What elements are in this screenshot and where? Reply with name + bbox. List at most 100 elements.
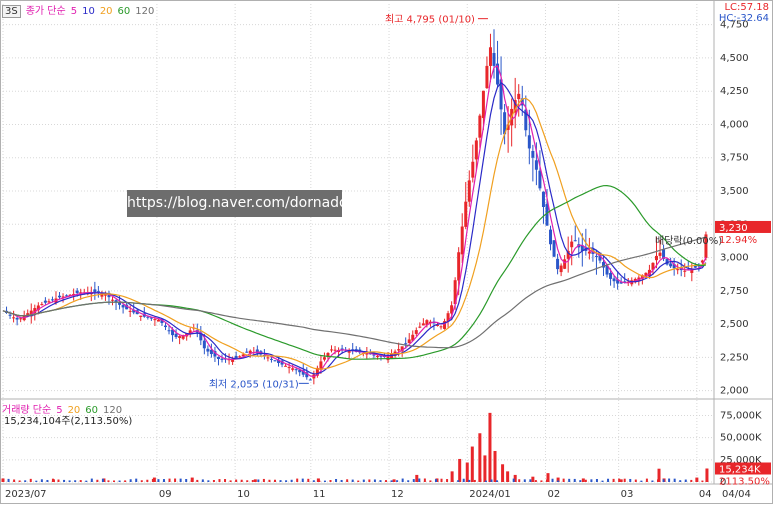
candle-body xyxy=(93,289,97,293)
volume-bar xyxy=(351,479,354,482)
candle-body xyxy=(68,294,72,296)
volume-bar xyxy=(253,479,257,482)
candle-body xyxy=(587,251,591,254)
volume-bar xyxy=(346,479,349,482)
volume-bar xyxy=(246,480,249,482)
candle-body xyxy=(654,255,658,261)
last-volume-tag xyxy=(715,462,771,475)
candle-body xyxy=(411,334,415,341)
volume-bar xyxy=(362,479,365,482)
volume-bar xyxy=(556,477,560,482)
volume-bar xyxy=(251,480,254,482)
vol-legend-ma120: 120 xyxy=(103,405,123,416)
volume-bar xyxy=(102,478,106,482)
volume-bar xyxy=(201,479,204,482)
price-tick-label: 4,500 xyxy=(720,53,749,64)
candle-body xyxy=(61,296,65,298)
volume-bar xyxy=(85,480,88,482)
candle-body xyxy=(598,252,602,261)
ma10-line xyxy=(2,81,707,375)
candle-body xyxy=(347,350,351,353)
volume-bar xyxy=(581,478,585,482)
candle-body xyxy=(305,372,309,378)
candle-body xyxy=(573,240,577,242)
candle-body xyxy=(524,109,528,131)
candle-body xyxy=(446,313,450,322)
candle-body xyxy=(552,240,556,257)
volume-bar xyxy=(7,478,10,482)
candle-body xyxy=(693,265,697,268)
volume-bar xyxy=(74,480,77,482)
last-price-tag xyxy=(715,220,771,233)
candle-body xyxy=(277,359,281,363)
candle-body xyxy=(315,367,319,376)
candle-body xyxy=(443,321,447,329)
volume-bar xyxy=(268,479,271,482)
volume-bar xyxy=(473,479,476,482)
candle-body xyxy=(623,281,627,283)
candle-body xyxy=(481,90,485,119)
candle-body xyxy=(534,160,538,170)
vol-legend-ma5: 5 xyxy=(56,405,63,416)
volume-bar xyxy=(668,478,671,482)
candle-body xyxy=(570,241,574,248)
volume-bar xyxy=(507,480,510,482)
volume-bar xyxy=(415,474,419,482)
candle-body xyxy=(605,265,609,275)
candle-body xyxy=(665,259,669,265)
candle-body xyxy=(26,313,30,316)
volume-bar xyxy=(501,464,505,482)
candle-body xyxy=(284,365,288,367)
candle-body xyxy=(485,65,489,89)
volume-bar xyxy=(562,478,565,482)
candle-body xyxy=(188,330,192,334)
volume-bar xyxy=(457,480,460,482)
candle-body xyxy=(527,135,531,149)
candle-body xyxy=(12,317,16,319)
candle-body xyxy=(40,304,44,306)
candle-body xyxy=(139,315,143,317)
volume-tick-label: 75,000K xyxy=(720,411,762,422)
candle-body xyxy=(531,150,535,158)
candle-body xyxy=(556,258,560,270)
volume-bar xyxy=(446,479,449,482)
candle-body xyxy=(255,349,259,354)
volume-bar xyxy=(390,480,393,482)
candle-body xyxy=(96,291,100,294)
last-change-text: 12.94% xyxy=(719,235,757,246)
volume-bar xyxy=(412,479,415,482)
time-tick-label: 09 xyxy=(159,489,172,500)
volume-bar xyxy=(329,480,332,482)
time-tick-label: 12 xyxy=(391,489,404,500)
candle-body xyxy=(375,355,379,357)
volume-bar xyxy=(523,479,526,482)
candle-body xyxy=(464,201,468,227)
candle-body xyxy=(492,52,496,66)
volume-bar xyxy=(190,477,194,482)
candle-body xyxy=(676,269,680,271)
legend-ma20: 20 xyxy=(99,6,113,17)
volume-bar xyxy=(235,479,238,482)
candle-body xyxy=(690,268,694,273)
candle-body xyxy=(100,293,104,297)
candle-body xyxy=(538,170,542,189)
candle-body xyxy=(125,304,129,310)
volume-bar xyxy=(479,478,482,482)
candle-body xyxy=(683,270,687,272)
candle-body xyxy=(33,308,37,314)
volume-bar xyxy=(323,480,326,482)
volume-bar xyxy=(29,478,32,482)
volume-bar xyxy=(157,479,160,482)
price-legend-label: 종가 단순 xyxy=(25,6,66,17)
volume-bar xyxy=(684,479,687,482)
candle-body xyxy=(163,325,167,328)
volume-bar xyxy=(690,479,693,482)
candle-body xyxy=(559,265,563,273)
volume-bar xyxy=(529,479,532,482)
timeframe-button[interactable]: 3S xyxy=(2,5,21,18)
candle-body xyxy=(612,278,616,282)
volume-bar xyxy=(96,479,99,482)
volume-bar xyxy=(24,480,27,482)
